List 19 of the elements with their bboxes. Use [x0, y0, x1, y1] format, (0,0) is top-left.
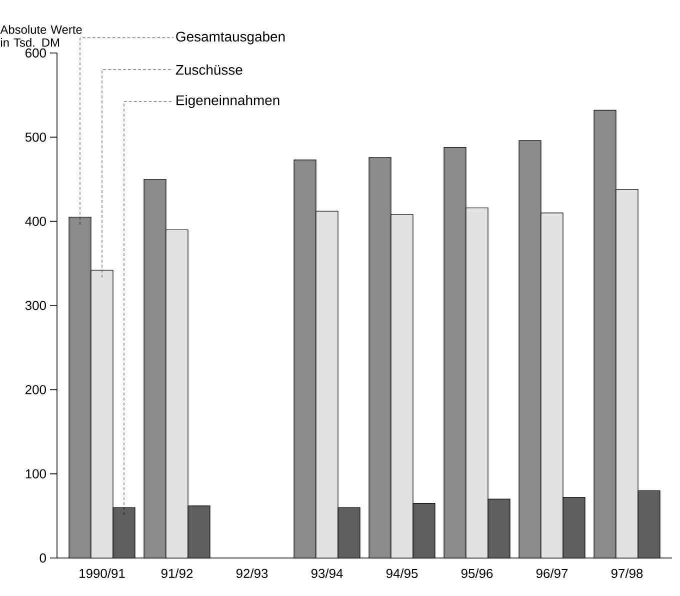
y-tick-label: 0 [40, 553, 46, 563]
y-axis-title: Absolute Werte in Tsd. DM [0, 25, 82, 47]
y-tick-label: 300 [25, 300, 46, 310]
x-tick-label: 1990/91 [80, 568, 125, 578]
x-tick-label: 96/97 [536, 568, 568, 578]
x-tick-label: 93/94 [311, 568, 343, 578]
y-tick-label: 400 [25, 216, 46, 226]
x-tick-label: 91/92 [161, 568, 193, 578]
text: Eigeneinnahmen [176, 94, 280, 108]
x-tick-label: 95/96 [461, 568, 493, 578]
text: Zuschüsse [176, 64, 242, 75]
y-tick-label: 500 [25, 132, 46, 142]
y-tick-label: 200 [26, 385, 46, 394]
x-tick-label: 97/98 [611, 568, 643, 578]
y-tick-label: 100 [26, 469, 46, 478]
x-tick-label: 92/93 [236, 568, 268, 578]
text: Gesamtausgaben [176, 31, 285, 44]
x-tick-label: 94/95 [386, 568, 418, 578]
y-tick-label: 600 [26, 48, 46, 58]
